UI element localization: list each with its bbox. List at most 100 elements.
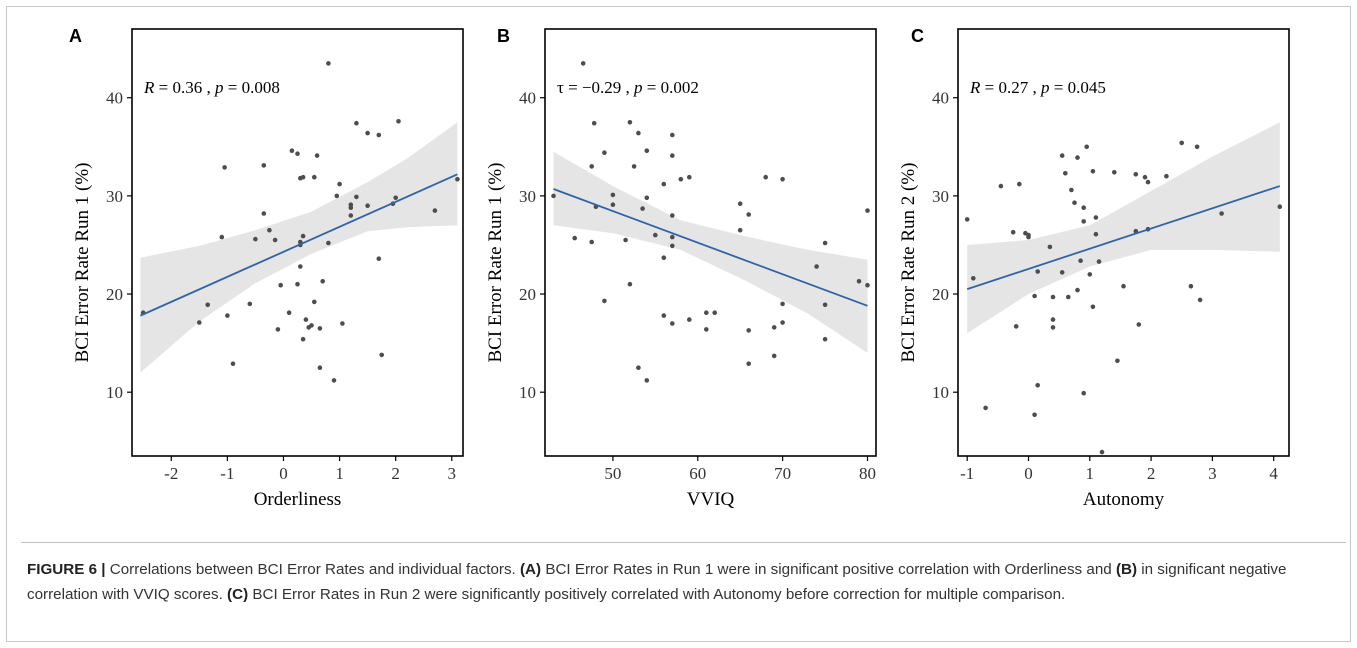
data-point	[300, 174, 306, 180]
data-point	[275, 327, 281, 332]
y-tick-label: 10	[519, 383, 536, 402]
data-point	[309, 323, 314, 328]
data-point	[289, 148, 295, 153]
y-tick-label: 10	[932, 383, 949, 402]
data-point	[1026, 234, 1031, 240]
data-point	[964, 217, 970, 222]
plot-border	[957, 28, 1290, 457]
panel-letter: B	[497, 26, 510, 46]
stat-symbol: R	[143, 78, 155, 97]
x-axis-title: Orderliness	[254, 489, 342, 510]
data-point	[1059, 153, 1065, 158]
data-point	[1017, 181, 1022, 187]
data-point	[230, 361, 236, 367]
data-point	[1277, 204, 1283, 209]
data-point	[780, 320, 785, 325]
x-tick-label: -1	[220, 464, 234, 483]
stat-value: = 0.36 ,	[154, 78, 215, 97]
x-tick-label: 0	[279, 464, 288, 483]
data-point	[286, 310, 292, 316]
data-point	[298, 264, 303, 269]
y-axis-title: BCI Error Rate Run 2 (%)	[898, 163, 919, 363]
data-point	[589, 239, 594, 245]
data-point	[1050, 325, 1056, 330]
y-axis-title: BCI Error Rate Run 1 (%)	[485, 163, 506, 363]
data-point	[1197, 297, 1203, 303]
y-axis-title: BCI Error Rate Run 1 (%)	[72, 163, 93, 363]
x-tick-label: 2	[1147, 464, 1156, 483]
data-point	[771, 353, 777, 359]
x-tick-label: 4	[1269, 464, 1278, 483]
data-point	[551, 193, 556, 199]
data-point	[1179, 140, 1184, 146]
y-tick-label: 20	[932, 285, 949, 304]
data-point	[1072, 200, 1077, 205]
data-point	[197, 320, 202, 325]
data-point	[687, 317, 692, 322]
y-tick-label: 30	[519, 187, 536, 206]
p-value: = 0.002	[643, 78, 699, 97]
y-tick-label: 40	[519, 89, 536, 108]
data-point	[1096, 259, 1102, 264]
data-point	[822, 336, 828, 342]
data-point	[348, 213, 354, 218]
data-point	[1035, 269, 1040, 274]
data-point	[379, 352, 385, 358]
data-point	[455, 176, 460, 182]
x-tick-label: 1	[1086, 464, 1095, 483]
data-point	[354, 120, 359, 126]
data-point	[822, 240, 828, 246]
p-value: = 0.008	[223, 78, 279, 97]
data-point	[644, 195, 650, 201]
data-point	[272, 237, 278, 243]
y-tick-label: 40	[932, 89, 949, 108]
data-point	[1099, 449, 1105, 455]
data-point	[348, 202, 354, 207]
caption-text: Correlations between BCI Error Rates and…	[27, 561, 1286, 603]
data-point	[636, 130, 641, 136]
data-point	[393, 195, 399, 201]
data-point	[670, 321, 675, 326]
data-point	[1047, 244, 1053, 250]
data-point	[205, 302, 210, 308]
caption-segment: BCI Error Rates in Run 1 were in signifi…	[541, 561, 1116, 578]
data-point	[636, 365, 641, 371]
data-point	[1090, 304, 1096, 310]
data-point	[261, 163, 267, 168]
y-tick-label: 40	[106, 89, 123, 108]
y-tick-label: 10	[106, 383, 123, 402]
data-point	[610, 192, 616, 198]
data-point	[1219, 211, 1224, 216]
plot-border	[131, 28, 464, 457]
p-symbol: p	[633, 78, 643, 97]
data-point	[396, 119, 401, 124]
data-point	[589, 164, 594, 169]
data-point	[712, 310, 717, 316]
confidence-band	[553, 151, 868, 353]
data-point	[602, 150, 607, 155]
data-point	[317, 326, 323, 331]
y-tick-label: 30	[106, 187, 123, 206]
stat-symbol: R	[969, 78, 981, 97]
data-point	[1164, 173, 1169, 179]
x-tick-label: 80	[859, 464, 876, 483]
data-point	[1035, 383, 1040, 388]
caption-panel-ref: (A)	[520, 561, 542, 578]
data-point	[1069, 187, 1074, 193]
x-tick-label: 0	[1024, 464, 1033, 483]
data-point	[983, 405, 988, 411]
data-point	[865, 208, 870, 213]
data-point	[1075, 287, 1080, 293]
y-tick-label: 20	[519, 285, 536, 304]
data-point	[602, 298, 607, 304]
data-point	[572, 235, 577, 241]
data-point	[1115, 358, 1120, 364]
data-point	[1075, 155, 1080, 160]
data-point	[627, 120, 633, 125]
data-point	[1059, 270, 1065, 275]
data-point	[737, 227, 743, 233]
data-point	[354, 194, 359, 200]
data-point	[627, 281, 633, 287]
data-point	[580, 61, 586, 66]
confidence-band	[967, 122, 1280, 334]
